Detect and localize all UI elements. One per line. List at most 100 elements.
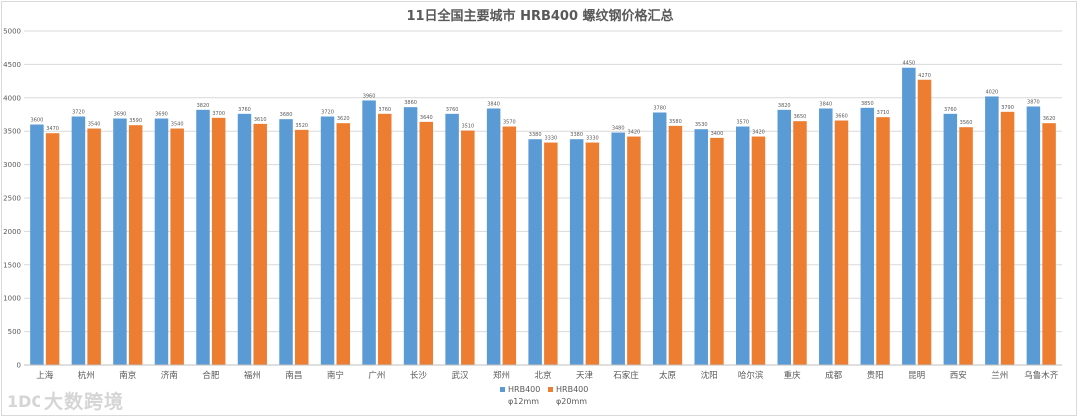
bars: 3600347037203540369035903690354038203700… [30,61,1056,366]
x-tick-label: 南宁 [327,370,344,381]
data-label: 3760 [446,107,459,113]
bar [294,129,309,365]
legend: HRB400 φ12mm HRB400 φ20mm [500,385,588,406]
data-label: 3840 [487,101,500,107]
bar [30,124,44,366]
x-tick-label: 南昌 [285,370,302,381]
y-tick-label: 3000 [3,161,21,169]
bar [128,125,143,365]
bar [461,130,475,365]
data-label: 3620 [1043,116,1056,122]
data-label: 3480 [612,126,625,132]
data-label: 3540 [88,122,101,128]
bar [237,113,252,365]
legend-swatch [548,387,553,392]
x-tick-label: 昆明 [908,371,925,381]
bar [378,113,392,365]
y-tick-label: 1500 [3,261,21,269]
legend-label: HRB400 [556,385,588,394]
bar [253,123,267,366]
y-tick-label: 0 [17,362,21,370]
data-label: 3700 [212,111,225,117]
data-label: 3470 [46,126,59,132]
bar [569,139,584,365]
bar [445,113,459,365]
data-label: 3650 [794,114,807,120]
bar [652,112,667,365]
bar [1000,111,1015,365]
data-label: 3690 [114,112,127,118]
bar [279,119,293,366]
bar [403,107,418,365]
x-tick-label: 贵阳 [867,370,884,381]
y-axis: 0 500 1000 1500 2000 2500 3000 3500 4000 4500 5000 [3,28,21,370]
bar [113,118,127,366]
data-label: 3820 [197,103,210,109]
x-tick-label: 长沙 [410,370,428,381]
bar [170,128,184,365]
bar [736,126,750,365]
bar [627,136,641,365]
data-label: 3400 [711,131,724,137]
x-axis: 上海 杭州 南京 济南 合肥 福州 南昌 南宁 广州 长沙 武汉 郑州 北京 天津 石家庄 太原 沈阳 哈尔滨 重庆… [24,364,1062,381]
x-tick-label: 合肥 [202,370,220,381]
watermark: 1DO 大数跨境 [6,387,124,414]
data-label: 3780 [653,105,666,111]
x-tick-label: 上海 [36,370,54,381]
bar [611,132,625,365]
bar [943,113,958,365]
data-label: 3720 [72,110,85,116]
x-tick-label: 太原 [659,370,676,381]
data-label: 3850 [861,101,874,107]
bar [486,108,501,365]
data-label: 3540 [171,122,184,128]
y-tick-label: 1000 [3,295,21,303]
x-tick-label: 广州 [368,370,385,381]
bar [902,67,916,366]
legend-label-size: φ20mm [556,397,587,406]
bar [834,120,849,366]
bar [710,137,724,365]
x-tick-label: 成都 [825,370,843,381]
bar [860,107,875,365]
bar [917,79,932,365]
chart-title: 11日全国主要城市 HRB400 螺纹钢价格汇总 [406,9,674,24]
x-tick-label: 北京 [534,370,551,381]
bar [362,100,376,366]
legend-label: HRB400 [508,385,540,394]
data-label: 3380 [529,132,542,138]
data-label: 3600 [31,118,44,124]
bar [336,123,350,366]
data-label: 3760 [378,107,391,113]
data-label: 3380 [570,132,583,138]
bar [502,126,517,365]
data-label: 3580 [669,119,682,125]
data-label: 3760 [238,107,251,113]
data-label: 3420 [752,130,765,136]
data-label: 3660 [835,114,848,120]
data-label: 4450 [902,61,915,67]
y-tick-label: 2500 [3,195,21,203]
data-label: 3860 [404,100,417,106]
bar [154,118,169,366]
bar [777,109,792,365]
bar [71,116,86,365]
bar [819,108,833,365]
y-tick-label: 4500 [3,61,21,69]
x-tick-label: 乌鲁木齐 [1024,370,1059,381]
data-label: 3680 [280,112,293,118]
svg-text:1DO: 1DO [7,392,40,411]
data-label: 3760 [944,107,957,113]
bar [585,142,600,365]
x-tick-label: 西安 [950,370,967,381]
data-label: 3720 [321,110,334,116]
y-tick-label: 5000 [3,28,21,36]
data-label: 3520 [295,123,308,129]
y-tick-label: 500 [8,328,21,336]
bar [196,109,210,365]
data-label: 3960 [363,93,376,99]
x-tick-label: 济南 [161,370,178,381]
data-label: 3570 [736,120,749,126]
bar [87,128,101,365]
